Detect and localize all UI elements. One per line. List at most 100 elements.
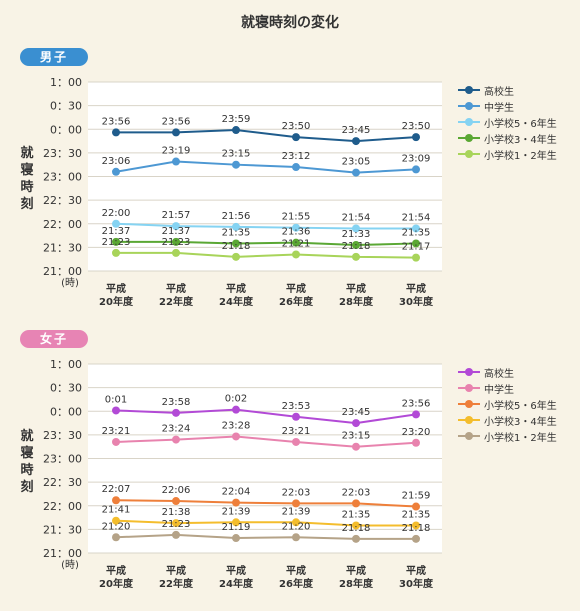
data-label: 21:20 [282, 521, 311, 532]
girls-y-axis-label: 就寝時刻 [20, 428, 34, 496]
data-label: 23:56 [402, 398, 431, 409]
data-label: 21:18 [402, 523, 431, 534]
series-line [115, 499, 417, 508]
x-tick-label: 平成 30年度 [399, 282, 434, 308]
data-point [412, 438, 420, 447]
series-line [115, 160, 417, 174]
y-tick-label: 21：00 [43, 547, 82, 560]
x-tick-label: 平成 20年度 [99, 282, 134, 308]
y-axis-label-char: 時 [20, 180, 34, 195]
data-label: 23:45 [342, 125, 371, 136]
data-point [412, 224, 420, 233]
data-label: 21:54 [402, 212, 431, 223]
data-point [232, 498, 240, 507]
data-point [112, 516, 120, 525]
data-label: 21:35 [342, 509, 371, 520]
legend-label: 中学生 [484, 385, 514, 396]
data-point [172, 497, 180, 506]
data-label: 23:06 [102, 156, 131, 167]
legend-marker [465, 134, 473, 142]
legend-marker [465, 400, 473, 408]
data-point [292, 437, 300, 446]
data-point [292, 163, 300, 172]
data-point [352, 137, 360, 146]
x-tick-label: 平成 26年度 [279, 282, 314, 308]
data-point [112, 128, 120, 137]
x-tick-label: 平成 30年度 [399, 564, 434, 590]
data-label: 21:19 [222, 522, 251, 533]
data-point [412, 133, 420, 142]
data-point [172, 530, 180, 539]
y-axis-label-char: 寝 [20, 163, 34, 178]
data-label: 23:50 [402, 121, 431, 132]
chart-title: 就寝時刻の変化 [241, 15, 339, 31]
data-label: 21:33 [342, 229, 371, 240]
data-point [172, 408, 180, 417]
data-label: 21:23 [162, 519, 191, 530]
data-point [172, 157, 180, 166]
data-point [232, 432, 240, 441]
data-label: 21:20 [102, 521, 131, 532]
y-axis-label-char: 刻 [20, 197, 34, 212]
data-label: 22:00 [102, 208, 131, 219]
data-label: 23:05 [342, 157, 371, 168]
data-label: 23:58 [162, 397, 191, 408]
data-point [412, 534, 420, 543]
y-axis-label-char: 時 [20, 463, 34, 478]
y-tick-label: 23：30 [43, 147, 82, 160]
data-point [292, 250, 300, 259]
y-tick-label: 1：00 [50, 358, 82, 371]
data-point [172, 435, 180, 444]
data-label: 21:56 [222, 211, 251, 222]
data-point [232, 252, 240, 261]
legend-label: 小学校3・4年生 [484, 135, 557, 146]
data-point [292, 533, 300, 542]
legend-label: 高校生 [484, 369, 514, 380]
legend-marker [465, 150, 473, 158]
legend-label: 高校生 [484, 87, 514, 98]
x-tick-label: 平成 22年度 [159, 564, 194, 590]
data-point [292, 499, 300, 508]
data-point [292, 518, 300, 527]
legend-marker [465, 368, 473, 376]
data-label: 23:15 [342, 431, 371, 442]
legend-marker [465, 102, 473, 110]
data-label: 23:21 [102, 426, 131, 437]
data-point [232, 222, 240, 231]
data-point [352, 442, 360, 451]
data-point [232, 518, 240, 527]
data-point [412, 502, 420, 511]
legend-marker [465, 118, 473, 126]
data-point [232, 534, 240, 543]
x-tick-label: 平成 26年度 [279, 564, 314, 590]
data-point [232, 160, 240, 169]
data-label: 22:06 [162, 485, 191, 496]
data-label: 21:59 [402, 491, 431, 502]
data-point [112, 406, 120, 415]
data-point [412, 165, 420, 174]
data-point [352, 241, 360, 250]
data-label: 21:17 [402, 242, 431, 253]
data-label: 23:56 [162, 116, 191, 127]
data-point [412, 410, 420, 419]
data-label: 21:36 [282, 227, 311, 238]
data-point [232, 126, 240, 135]
y-axis-label-char: 就 [20, 146, 34, 161]
data-label: 23:20 [402, 427, 431, 438]
y-tick-label: 22：30 [43, 476, 82, 489]
y-tick-label: 23：00 [43, 453, 82, 466]
y-tick-label: 22：00 [43, 500, 82, 513]
boys-y-axis-label: 就寝時刻 [20, 145, 34, 213]
data-label: 21:57 [162, 210, 191, 221]
data-label: 21:41 [102, 505, 131, 516]
data-label: 23:50 [282, 121, 311, 132]
boys-badge: 男子 [20, 48, 88, 66]
data-label: 23:45 [342, 407, 371, 418]
legend-marker [465, 86, 473, 94]
x-tick-label: 平成 20年度 [99, 564, 134, 590]
series-line [116, 129, 417, 143]
y-tick-label: 0：30 [50, 382, 82, 395]
data-label: 23:56 [102, 116, 131, 127]
y-axis-label-char: 刻 [20, 480, 34, 495]
data-point [352, 521, 360, 530]
